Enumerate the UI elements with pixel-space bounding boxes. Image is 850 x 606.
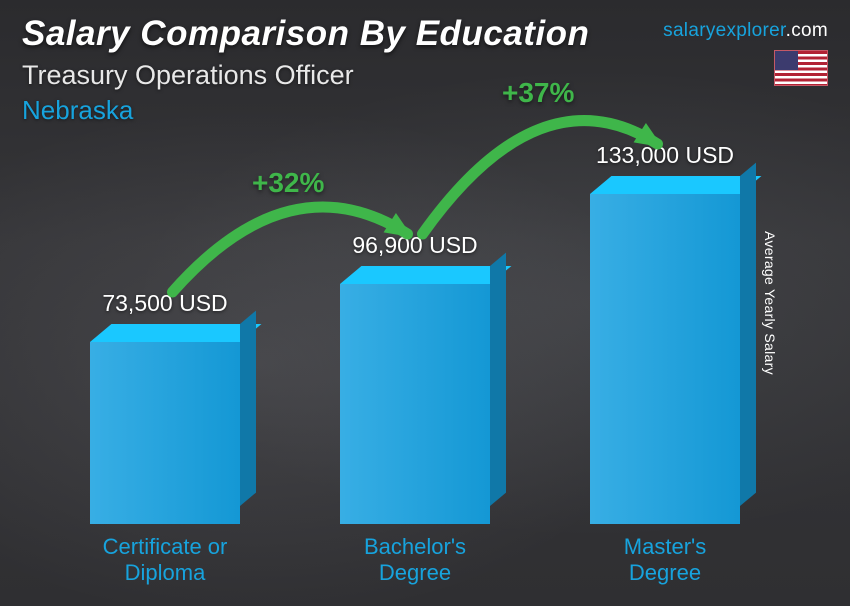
x-axis-label: Master'sDegree bbox=[540, 528, 790, 586]
bar-group: 96,900 USD bbox=[290, 284, 540, 524]
bar-side bbox=[490, 253, 506, 506]
x-labels: Certificate orDiplomaBachelor'sDegreeMas… bbox=[40, 528, 790, 586]
bar-group: 133,000 USD bbox=[540, 194, 790, 524]
flag-icon bbox=[774, 50, 828, 86]
bar-side bbox=[740, 163, 756, 506]
bar-front bbox=[340, 284, 490, 524]
bar-top bbox=[590, 176, 761, 194]
chart-location: Nebraska bbox=[22, 95, 828, 126]
bars-container: 73,500 USD 96,900 USD 133,000 USD bbox=[40, 150, 790, 524]
bar: 133,000 USD bbox=[590, 194, 740, 524]
bar: 96,900 USD bbox=[340, 284, 490, 524]
bar-top bbox=[90, 324, 261, 342]
bar-top bbox=[340, 266, 511, 284]
bar-group: 73,500 USD bbox=[40, 342, 290, 524]
bar-chart: 73,500 USD 96,900 USD 133,000 USD Certific… bbox=[40, 150, 790, 586]
chart-subtitle: Treasury Operations Officer bbox=[22, 60, 828, 91]
bar-side bbox=[240, 311, 256, 506]
bar-value-label: 133,000 USD bbox=[565, 142, 765, 169]
brand-name: salaryexplorer bbox=[663, 20, 785, 41]
x-axis-label: Bachelor'sDegree bbox=[290, 528, 540, 586]
bar-front bbox=[90, 342, 240, 524]
brand-suffix: .com bbox=[786, 20, 828, 41]
bar: 73,500 USD bbox=[90, 342, 240, 524]
brand-label: salaryexplorer.com bbox=[663, 20, 828, 42]
bar-front bbox=[590, 194, 740, 524]
bar-value-label: 73,500 USD bbox=[65, 290, 265, 317]
x-axis-label: Certificate orDiploma bbox=[40, 528, 290, 586]
bar-value-label: 96,900 USD bbox=[315, 232, 515, 259]
